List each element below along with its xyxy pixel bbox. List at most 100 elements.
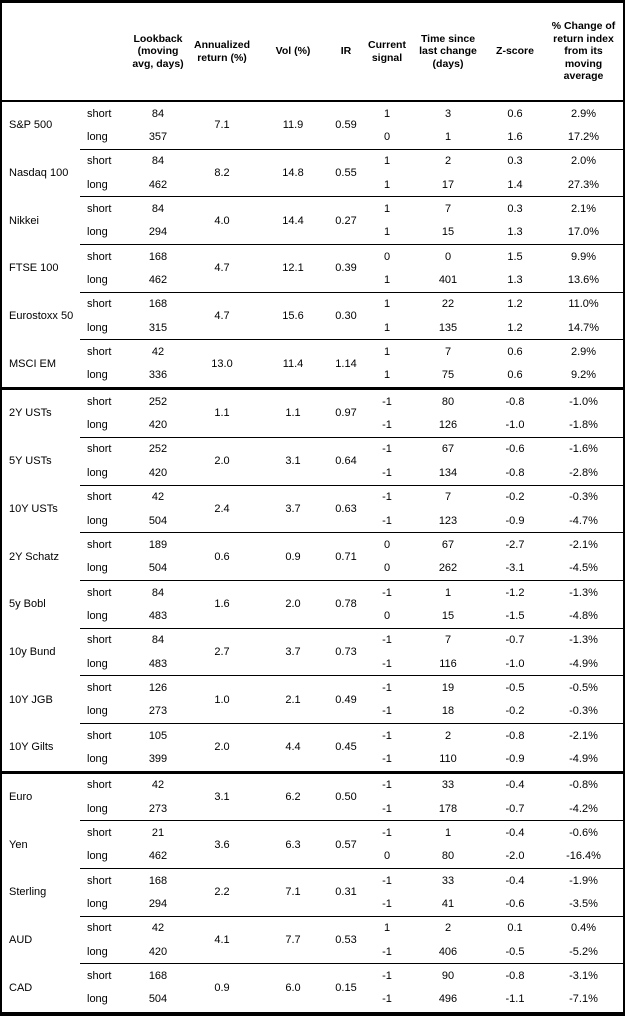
ir-value: 1.14 — [335, 357, 357, 370]
leg-label: long — [87, 993, 108, 1006]
instrument-group: 5Y USTs 2.0 3.1 0.64 short 252 -1 67 -0.6 -1.6% lo… — [2, 438, 623, 485]
pct-change-value: -5.2% — [569, 945, 598, 958]
annualized-return-value: 2.4 — [214, 502, 230, 515]
instrument-group: CAD 0.9 6.0 0.15 short 168 -1 90 -0.8 -3.1% long 50… — [2, 964, 623, 1011]
signal-value: 1 — [383, 274, 391, 287]
instrument-name: Eurostoxx 50 — [9, 310, 74, 323]
vol-value: 1.1 — [285, 407, 301, 420]
pct-change-value: -0.3% — [569, 705, 598, 718]
zscore-value: -1.1 — [505, 993, 525, 1006]
pct-change-value: -0.3% — [569, 491, 598, 504]
group-separator — [80, 339, 623, 341]
pct-change-value: 9.2% — [570, 369, 597, 382]
zscore-value: -3.1 — [505, 562, 525, 575]
pct-change-value: -0.8% — [569, 779, 598, 792]
leg-label: short — [87, 395, 112, 408]
instrument-group: 10Y JGB 1.0 2.1 0.49 short 126 -1 19 -0.5 -0.5% lo… — [2, 676, 623, 723]
lookback-value: 504 — [148, 562, 168, 575]
pct-change-value: 17.2% — [567, 131, 600, 144]
vol-value: 12.1 — [282, 262, 304, 275]
lookback-value: 42 — [151, 779, 165, 792]
ir-value: 0.57 — [335, 838, 357, 851]
ir-value: 0.64 — [335, 455, 357, 468]
section-separator — [2, 387, 623, 391]
pct-change-value: -4.9% — [569, 752, 598, 765]
leg-label: short — [87, 155, 112, 168]
ir-value: 0.97 — [335, 407, 357, 420]
header-vol: Vol (%) — [275, 45, 311, 58]
lookback-value: 168 — [148, 298, 168, 311]
ir-value: 0.49 — [335, 693, 357, 706]
pct-change-value: -2.1% — [569, 729, 598, 742]
time-since-value: 1 — [444, 586, 452, 599]
time-since-value: 80 — [441, 395, 455, 408]
lookback-value: 252 — [148, 395, 168, 408]
signal-value: 1 — [383, 226, 391, 239]
leg-label: short — [87, 250, 112, 263]
signal-value: 1 — [383, 922, 391, 935]
zscore-value: -0.8 — [505, 970, 525, 983]
instrument-group: 5y Bobl 1.6 2.0 0.78 short 84 -1 1 -1.2 -1.3% long… — [2, 581, 623, 628]
lookback-value: 42 — [151, 922, 165, 935]
group-separator — [80, 532, 623, 534]
signal-value: -1 — [382, 514, 392, 527]
lookback-value: 273 — [148, 705, 168, 718]
signal-value: -1 — [382, 443, 392, 456]
signal-value: 1 — [383, 178, 391, 191]
signal-value: -1 — [382, 898, 392, 911]
zscore-value: -0.4 — [505, 826, 525, 839]
ir-value: 0.31 — [335, 886, 357, 899]
vol-value: 0.9 — [285, 550, 301, 563]
annualized-return-value: 7.1 — [214, 119, 230, 132]
pct-change-value: 2.9% — [570, 346, 597, 359]
vol-value: 6.2 — [285, 790, 301, 803]
zscore-value: 1.6 — [507, 131, 523, 144]
time-since-value: 15 — [441, 226, 455, 239]
lookback-value: 105 — [148, 729, 168, 742]
time-since-value: 1 — [444, 826, 452, 839]
signal-value: -1 — [382, 779, 392, 792]
zscore-value: -1.0 — [505, 419, 525, 432]
pct-change-value: -4.2% — [569, 802, 598, 815]
time-since-value: 41 — [441, 898, 455, 911]
instrument-group: FTSE 100 4.7 12.1 0.39 short 168 0 0 1.5 9.9% long… — [2, 245, 623, 292]
instrument-group: Eurostoxx 50 4.7 15.6 0.30 short 168 1 22 1.2 11.… — [2, 293, 623, 340]
lookback-value: 315 — [148, 321, 168, 334]
pct-change-value: -1.3% — [569, 586, 598, 599]
lookback-value: 483 — [148, 657, 168, 670]
instrument-name: Euro — [9, 790, 33, 803]
leg-label: short — [87, 779, 112, 792]
leg-label: long — [87, 369, 108, 382]
instrument-name: CAD — [9, 981, 33, 994]
table-header-row: Lookback (moving avg, days) Annualized r… — [2, 3, 623, 102]
ir-value: 0.59 — [335, 119, 357, 132]
instrument-group: Sterling 2.2 7.1 0.31 short 168 -1 33 -0.4 -1.9% l… — [2, 869, 623, 916]
group-separator — [80, 915, 623, 917]
leg-label: short — [87, 491, 112, 504]
lookback-value: 420 — [148, 419, 168, 432]
signal-value: 1 — [383, 107, 391, 120]
leg-label: short — [87, 970, 112, 983]
instrument-group: 10Y Gilts 2.0 4.4 0.45 short 105 -1 2 -0.8 -2.1% l… — [2, 724, 623, 771]
signal-value: -1 — [382, 586, 392, 599]
annualized-return-value: 2.0 — [214, 741, 230, 754]
zscore-value: -1.0 — [505, 657, 525, 670]
group-separator — [80, 484, 623, 486]
signal-value: 1 — [383, 321, 391, 334]
instrument-group: Nasdaq 100 8.2 14.8 0.55 short 84 1 2 0.3 2.0% lon… — [2, 150, 623, 197]
leg-label: short — [87, 203, 112, 216]
pct-change-value: 2.1% — [570, 203, 597, 216]
leg-label: long — [87, 705, 108, 718]
signal-value: -1 — [382, 681, 392, 694]
header-lookback: Lookback (moving avg, days) — [132, 32, 184, 70]
signal-value: 1 — [383, 298, 391, 311]
lookback-value: 84 — [151, 155, 165, 168]
time-since-value: 401 — [438, 274, 458, 287]
lookback-value: 294 — [148, 226, 168, 239]
lookback-value: 168 — [148, 874, 168, 887]
time-since-value: 123 — [438, 514, 458, 527]
instrument-group: 2Y USTs 1.1 1.1 0.97 short 252 -1 80 -0.8 -1.0% lo… — [2, 390, 623, 437]
leg-label: long — [87, 802, 108, 815]
vol-value: 2.0 — [285, 598, 301, 611]
